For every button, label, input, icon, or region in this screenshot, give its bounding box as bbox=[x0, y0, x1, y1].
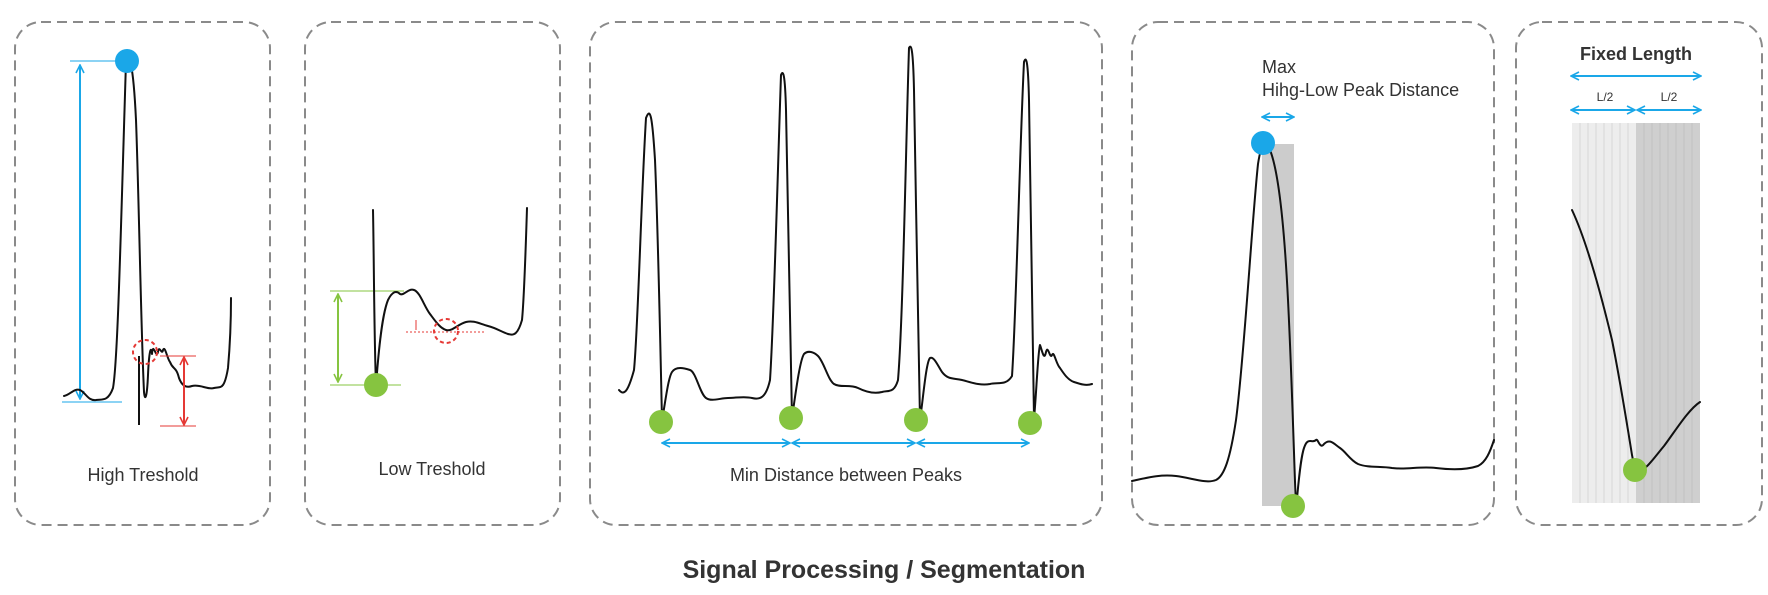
low-peak-icon bbox=[364, 373, 388, 397]
panel-max-high-low-distance: Max Hihg-Low Peak Distance bbox=[1131, 21, 1495, 526]
panel-label: Low Treshold bbox=[378, 459, 485, 479]
panel-frame bbox=[589, 21, 1103, 526]
panel-frame bbox=[304, 21, 561, 526]
panel-min-distance: Min Distance between Peaks bbox=[589, 21, 1103, 526]
panel-frame bbox=[14, 21, 271, 526]
window-left-half bbox=[1572, 123, 1636, 503]
ecg-signal bbox=[63, 58, 232, 402]
half-length-label-left: L/2 bbox=[1597, 90, 1614, 104]
panel-label: Fixed Length bbox=[1580, 44, 1692, 64]
low-peak-icon bbox=[1281, 494, 1305, 518]
panel-high-threshold: High Treshold bbox=[14, 21, 271, 526]
window-right-half bbox=[1636, 123, 1700, 503]
high-peak-icon bbox=[1251, 131, 1275, 155]
panel-label: Min Distance between Peaks bbox=[730, 465, 962, 485]
noise-marker-icon bbox=[433, 318, 459, 344]
noise-marker-icon bbox=[132, 339, 158, 365]
ecg-signal bbox=[618, 45, 1093, 421]
panel-frame bbox=[1131, 21, 1495, 526]
low-peak-icon bbox=[649, 410, 673, 434]
page-title: Signal Processing / Segmentation bbox=[683, 556, 1086, 584]
ecg-signal bbox=[372, 207, 528, 387]
low-peak-icon bbox=[1623, 458, 1647, 482]
panel-fixed-length: Fixed Length L/2 L/2 bbox=[1515, 21, 1763, 526]
ecg-signal bbox=[1131, 142, 1495, 509]
panel-label-line1: Max bbox=[1262, 57, 1296, 77]
low-peak-icon bbox=[779, 406, 803, 430]
ecg-signal bbox=[1571, 209, 1701, 471]
high-peak-icon bbox=[115, 49, 139, 73]
low-peak-icon bbox=[904, 408, 928, 432]
half-length-label-right: L/2 bbox=[1661, 90, 1678, 104]
panel-label-line2: Hihg-Low Peak Distance bbox=[1262, 80, 1459, 100]
panel-low-threshold: Low Treshold bbox=[304, 21, 561, 526]
panel-frame bbox=[1515, 21, 1763, 526]
panel-label: High Treshold bbox=[87, 465, 198, 485]
low-peak-icon bbox=[1018, 411, 1042, 435]
